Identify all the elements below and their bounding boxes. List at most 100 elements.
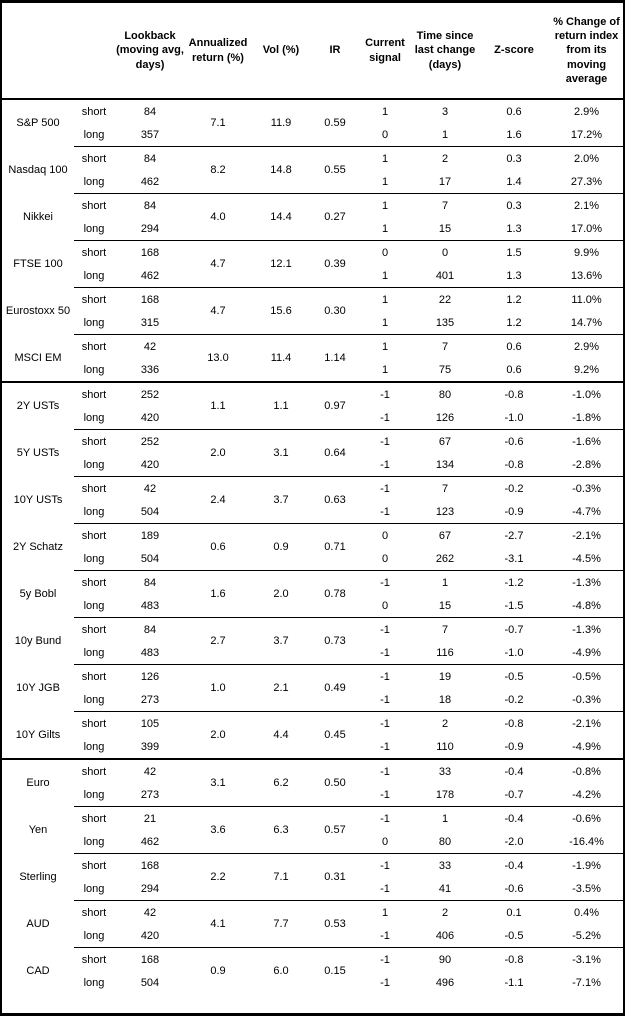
lookback-value: 273 — [140, 788, 160, 801]
zscore-value: 0.6 — [506, 105, 522, 118]
time-since-change-value: 126 — [435, 411, 455, 424]
lookback-value: 294 — [140, 882, 160, 895]
lookback-value: 504 — [140, 552, 160, 565]
zscore-value: 1.3 — [506, 269, 522, 282]
vol-value: 3.7 — [250, 617, 312, 665]
table-row: 5y Bobl short 84 1.6 2.0 0.78 -1 1 -1.2 -1.3% — [2, 570, 623, 618]
table-row: long 504 -1 496 -1.1 -7.1% — [2, 971, 623, 994]
table-row: long 273 -1 178 -0.7 -4.2% — [2, 783, 623, 807]
current-signal-value: -1 — [380, 976, 390, 989]
lookback-value: 420 — [140, 411, 160, 424]
zscore-value: -0.6 — [504, 882, 524, 895]
time-since-change-value: 123 — [435, 505, 455, 518]
table-row: Euro short 42 3.1 6.2 0.50 -1 33 -0.4 -0.8% — [2, 758, 623, 807]
leg-label: short — [74, 240, 114, 264]
time-since-change-value: 17 — [438, 175, 452, 188]
annualized-return-value: 0.9 — [186, 947, 250, 994]
table-row: Sterling short 168 2.2 7.1 0.31 -1 33 -0.4 -1.9% — [2, 853, 623, 901]
pct-change-value: -2.1% — [550, 711, 623, 735]
zscore-value: -0.2 — [478, 476, 550, 500]
pct-change-value: -1.3% — [550, 570, 623, 594]
leg-label: short — [74, 429, 114, 453]
pct-change-value: 2.1% — [550, 193, 623, 217]
leg-label: short — [74, 806, 114, 830]
zscore-value: -2.0 — [504, 835, 524, 848]
header-zscore: Z-score — [478, 3, 550, 100]
header-lookback: Lookback (moving avg, days) — [114, 3, 186, 100]
zscore-value: -0.9 — [504, 505, 524, 518]
vol-value: 3.7 — [250, 476, 312, 524]
ir-value: 0.31 — [312, 853, 358, 901]
table-row: long 420 -1 406 -0.5 -5.2% — [2, 924, 623, 948]
time-since-change-value: 110 — [436, 740, 454, 753]
current-signal-value: 0 — [381, 552, 389, 565]
annualized-return-value: 7.1 — [210, 117, 226, 129]
lookback-value: 462 — [140, 835, 160, 848]
leg-label: long — [83, 363, 105, 376]
leg-label: long — [83, 646, 105, 659]
vol-value: 12.1 — [250, 240, 312, 288]
asset-label: Yen — [28, 824, 48, 836]
lookback-value: 84 — [114, 193, 186, 217]
zscore-value: -1.0 — [504, 411, 524, 424]
asset-label: Euro — [2, 758, 74, 807]
time-since-change-value: 67 — [412, 429, 478, 453]
leg-label: short — [74, 476, 114, 500]
vol-value: 2.1 — [250, 664, 312, 712]
zscore-value: -0.7 — [478, 617, 550, 641]
leg-label: short — [74, 334, 114, 358]
leg-label: short — [74, 146, 114, 170]
pct-change-value: -16.4% — [569, 835, 604, 848]
current-signal-value: 0 — [358, 240, 412, 264]
lookback-value: 168 — [114, 853, 186, 877]
current-signal-value: -1 — [358, 570, 412, 594]
table-row: long 294 -1 41 -0.6 -3.5% — [2, 877, 623, 901]
ir-value: 0.15 — [312, 947, 358, 994]
ir-value: 0.78 — [312, 570, 358, 618]
annualized-return-value: 4.0 — [186, 193, 250, 241]
current-signal-value: -1 — [380, 740, 390, 753]
zscore-value: -0.2 — [504, 693, 524, 706]
current-signal-value: -1 — [358, 476, 412, 500]
asset-label: CAD — [26, 964, 50, 977]
time-since-change-value: 1 — [412, 806, 478, 830]
ir-value: 0.27 — [312, 193, 358, 241]
pct-change-value: -3.5% — [572, 882, 601, 895]
time-since-change-value: 178 — [435, 788, 455, 801]
annualized-return-value: 4.7 — [186, 240, 250, 288]
annualized-return-value: 1.0 — [186, 664, 250, 712]
table-row: 10Y Gilts short 105 2.0 4.4 0.45 -1 2 -0.8 -2.1% — [2, 711, 623, 759]
current-signal-value: 1 — [381, 316, 389, 329]
zscore-value: 0.3 — [478, 146, 550, 170]
pct-change-value: -0.5% — [550, 664, 623, 688]
annualized-return-value: 3.1 — [186, 758, 250, 807]
time-since-change-value: 2 — [412, 900, 478, 924]
table-row: long 294 1 15 1.3 17.0% — [2, 217, 623, 241]
leg-label: short — [81, 105, 107, 118]
asset-label: 2Y USTs — [2, 381, 74, 430]
time-since-change-value: 33 — [412, 853, 478, 877]
lookback-value: 483 — [140, 646, 160, 659]
vol-value: 11.4 — [250, 334, 312, 382]
zscore-value: 1.6 — [506, 128, 522, 141]
leg-label: long — [83, 740, 105, 753]
table-row: long 483 0 15 -1.5 -4.8% — [2, 594, 623, 618]
leg-label: long — [83, 552, 105, 565]
ir-value: 0.30 — [312, 287, 358, 335]
leg-label: long — [83, 929, 105, 942]
asset-label: 10Y JGB — [16, 682, 60, 694]
pct-change-value: -4.8% — [572, 599, 601, 612]
time-since-change-value: 116 — [436, 646, 454, 659]
header-leg-blank — [74, 3, 114, 100]
pct-change-value: 2.9% — [550, 334, 623, 358]
ir-value: 0.49 — [312, 664, 358, 712]
table-row: 10Y JGB short 126 1.0 2.1 0.49 -1 19 -0.5 -0.5% — [2, 664, 623, 712]
current-signal-value: -1 — [358, 429, 412, 453]
lookback-value: 357 — [140, 128, 160, 141]
pct-change-value: 2.9% — [573, 105, 600, 118]
time-since-change-value: 15 — [438, 222, 452, 235]
time-since-change-value: 401 — [435, 269, 455, 282]
zscore-value: 1.3 — [506, 222, 522, 235]
asset-label: 10y Bund — [14, 635, 62, 647]
pct-change-value: -0.3% — [572, 693, 601, 706]
